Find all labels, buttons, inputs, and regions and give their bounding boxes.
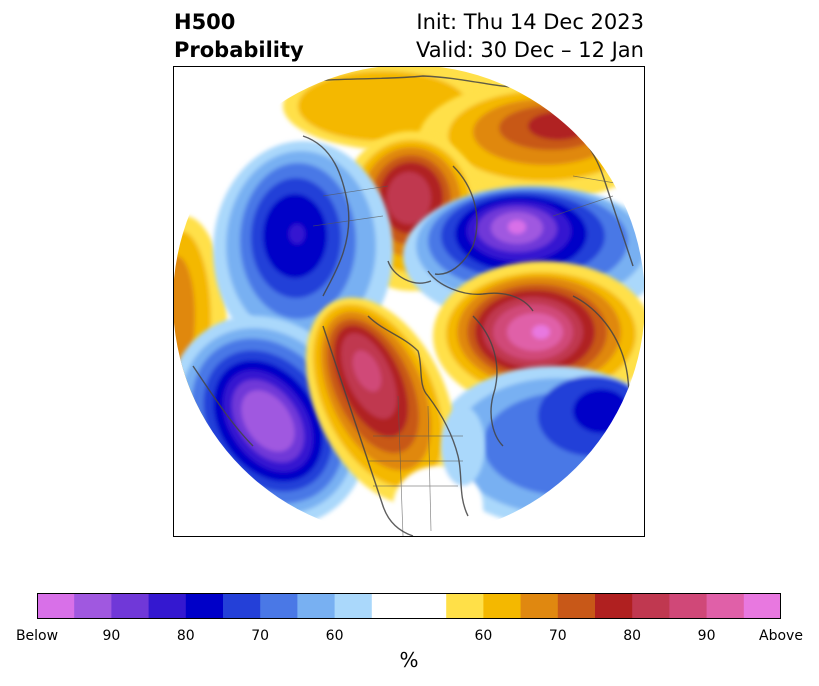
- colorbar-tick-label: 60: [474, 628, 493, 644]
- colorbar-tick-label: 60: [325, 628, 344, 644]
- colorbar-bin: [223, 593, 261, 619]
- title-variable: H500: [174, 10, 236, 34]
- colorbar-bin: [371, 593, 447, 619]
- colorbar-bin: [669, 593, 708, 619]
- colorbar-bin: [185, 593, 224, 619]
- colorbar-bin: [334, 593, 373, 619]
- colorbar-bin: [74, 593, 112, 619]
- colorbar: [37, 593, 781, 619]
- colorbar-bin: [595, 593, 633, 619]
- colorbar-bin: [743, 593, 781, 619]
- colorbar-tick-label: 90: [102, 628, 121, 644]
- anomaly-field: [173, 66, 645, 537]
- anomaly-europe-ridge: [433, 261, 645, 411]
- colorbar-tick-label: 90: [697, 628, 716, 644]
- colorbar-tick-label: Below: [15, 628, 59, 644]
- colorbar-bin: [557, 593, 596, 619]
- title-product: Probability: [174, 38, 304, 62]
- coastlines: [192, 75, 634, 537]
- anomaly-pacific-trough: [173, 315, 369, 527]
- colorbar-bin: [260, 593, 298, 619]
- colorbar-bin: [148, 593, 187, 619]
- valid-range: Valid: 30 Dec – 12 Jan: [415, 38, 644, 62]
- probability-map: [173, 66, 645, 537]
- colorbar-tick-label: 80: [623, 628, 642, 644]
- colorbar-bin: [632, 593, 670, 619]
- init-date: Init: Thu 14 Dec 2023: [416, 10, 644, 34]
- colorbar-bin: [446, 593, 484, 619]
- title-block: H500 Probability: [174, 8, 304, 64]
- colorbar-border: [37, 593, 781, 619]
- colorbar-tick-label: Above: [759, 628, 803, 644]
- colorbar-bin: [520, 593, 559, 619]
- date-block: Init: Thu 14 Dec 2023 Valid: 30 Dec – 12…: [416, 8, 644, 64]
- anomaly-arctic-ridge: [339, 131, 483, 291]
- colorbar-bin: [297, 593, 336, 619]
- colorbar-bin: [483, 593, 522, 619]
- colorbar-tick-label: 70: [548, 628, 567, 644]
- colorbar-unit: %: [399, 648, 419, 672]
- anomaly-rockies-ridge: [305, 297, 457, 505]
- colorbar-bin: [706, 593, 745, 619]
- colorbar-tick-label: 70: [251, 628, 270, 644]
- colorbar-tick-label: 80: [176, 628, 195, 644]
- colorbar-bin: [37, 593, 75, 619]
- country-borders: [312, 175, 634, 537]
- colorbar-bin: [111, 593, 150, 619]
